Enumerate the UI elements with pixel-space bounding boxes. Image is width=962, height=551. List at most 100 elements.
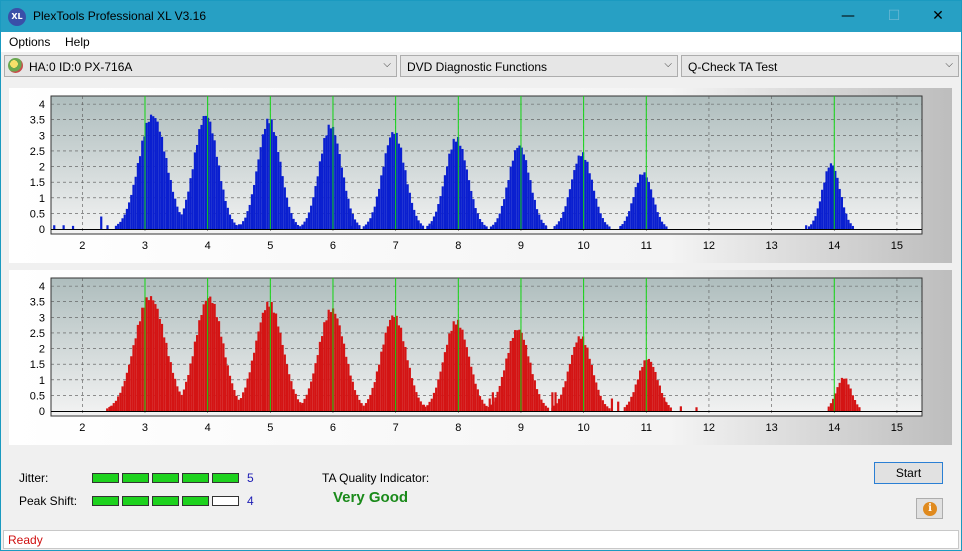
data-bar — [647, 358, 650, 411]
data-bar — [439, 196, 442, 229]
data-bar — [145, 122, 148, 229]
x-tick-label: 5 — [267, 422, 273, 434]
y-tick-label: 2.5 — [30, 146, 45, 158]
data-bar — [158, 318, 161, 411]
data-bar — [123, 214, 126, 229]
data-bar — [277, 152, 280, 229]
data-bar — [586, 347, 589, 411]
chevron-down-icon: ⌵ — [664, 59, 672, 70]
data-bar — [299, 226, 302, 229]
data-bar — [130, 194, 133, 229]
minimize-button[interactable]: — — [841, 8, 855, 24]
data-bar — [588, 173, 591, 229]
title-bar: XL PlexTools Professional XL V3.16 — ☐ ✕ — [1, 1, 961, 32]
data-bar — [408, 367, 411, 411]
data-bar — [356, 394, 359, 411]
data-bar — [533, 199, 536, 229]
menu-options[interactable]: Options — [9, 35, 51, 49]
data-bar — [235, 224, 238, 229]
data-bar — [169, 179, 172, 229]
data-bar — [665, 402, 668, 411]
y-tick-label: 2 — [39, 344, 45, 356]
maximize-button[interactable]: ☐ — [887, 8, 901, 24]
data-bar — [827, 167, 830, 229]
data-bar — [467, 356, 471, 411]
drive-select[interactable]: HA:0 ID:0 PX-716A ⌵ — [4, 55, 397, 77]
data-bar — [323, 322, 326, 411]
data-bar — [845, 213, 848, 229]
data-bar — [239, 224, 243, 229]
data-bar — [338, 153, 341, 229]
data-bar — [174, 198, 177, 229]
function-select[interactable]: DVD Diagnostic Functions ⌵ — [400, 55, 678, 77]
data-bar — [242, 221, 245, 229]
close-button[interactable]: ✕ — [932, 8, 944, 24]
data-bar — [290, 213, 293, 229]
data-bar — [163, 151, 166, 229]
menu-help[interactable]: Help — [65, 35, 90, 49]
data-bar — [259, 322, 262, 411]
data-bar — [106, 408, 109, 411]
function-select-value: DVD Diagnostic Functions — [407, 60, 548, 74]
data-bar — [204, 300, 207, 411]
data-bar — [342, 343, 346, 411]
data-bar — [123, 380, 126, 411]
data-bar — [193, 152, 197, 229]
x-tick-label: 12 — [703, 422, 715, 434]
data-bar — [268, 123, 271, 229]
data-bar — [520, 332, 523, 411]
data-bar — [364, 403, 368, 411]
test-select[interactable]: Q-Check TA Test ⌵ — [681, 55, 959, 77]
data-bar — [652, 366, 655, 411]
data-bar — [529, 180, 532, 229]
x-tick-label: 10 — [578, 422, 590, 434]
data-bar — [185, 381, 188, 411]
data-bar — [404, 346, 407, 411]
data-bar — [564, 206, 567, 229]
data-bar — [669, 407, 672, 411]
data-bar — [285, 364, 289, 411]
status-bar: Ready — [3, 530, 959, 549]
x-tick-label: 4 — [205, 240, 211, 252]
data-bar — [375, 371, 379, 411]
data-bar — [169, 362, 172, 411]
data-bar — [189, 363, 192, 411]
data-bar — [823, 182, 826, 229]
data-bar — [367, 399, 370, 411]
data-bar — [443, 175, 447, 229]
data-bar — [483, 224, 486, 229]
x-tick-label: 5 — [267, 240, 273, 252]
data-bar — [829, 403, 833, 411]
data-bar — [114, 400, 118, 411]
y-tick-label: 3 — [39, 312, 45, 324]
data-bar — [180, 214, 183, 229]
start-button[interactable]: Start — [874, 462, 943, 484]
data-bar — [842, 207, 846, 229]
data-bar — [542, 222, 545, 229]
jitter-meter — [92, 473, 242, 483]
data-bar — [478, 396, 482, 411]
data-bar — [292, 218, 295, 229]
data-bar — [222, 343, 225, 411]
data-bar — [415, 215, 418, 229]
data-bar — [316, 355, 319, 411]
data-bar — [535, 209, 539, 229]
test-select-value: Q-Check TA Test — [688, 60, 778, 74]
data-bar — [544, 405, 547, 411]
data-bar — [255, 171, 258, 229]
data-bar — [152, 300, 155, 411]
data-bar — [851, 395, 854, 411]
data-bar — [399, 147, 403, 229]
y-tick-label: 0 — [39, 406, 45, 418]
data-bar — [518, 329, 521, 411]
data-bar — [849, 388, 852, 411]
data-bar — [838, 188, 841, 229]
data-bar — [632, 197, 635, 229]
data-bar — [538, 214, 541, 229]
data-bar — [509, 166, 512, 229]
data-bar — [562, 211, 565, 229]
noise-bar — [53, 225, 56, 229]
data-bar — [632, 392, 635, 411]
info-button[interactable]: i — [916, 498, 943, 519]
x-tick-label: 15 — [891, 240, 903, 252]
